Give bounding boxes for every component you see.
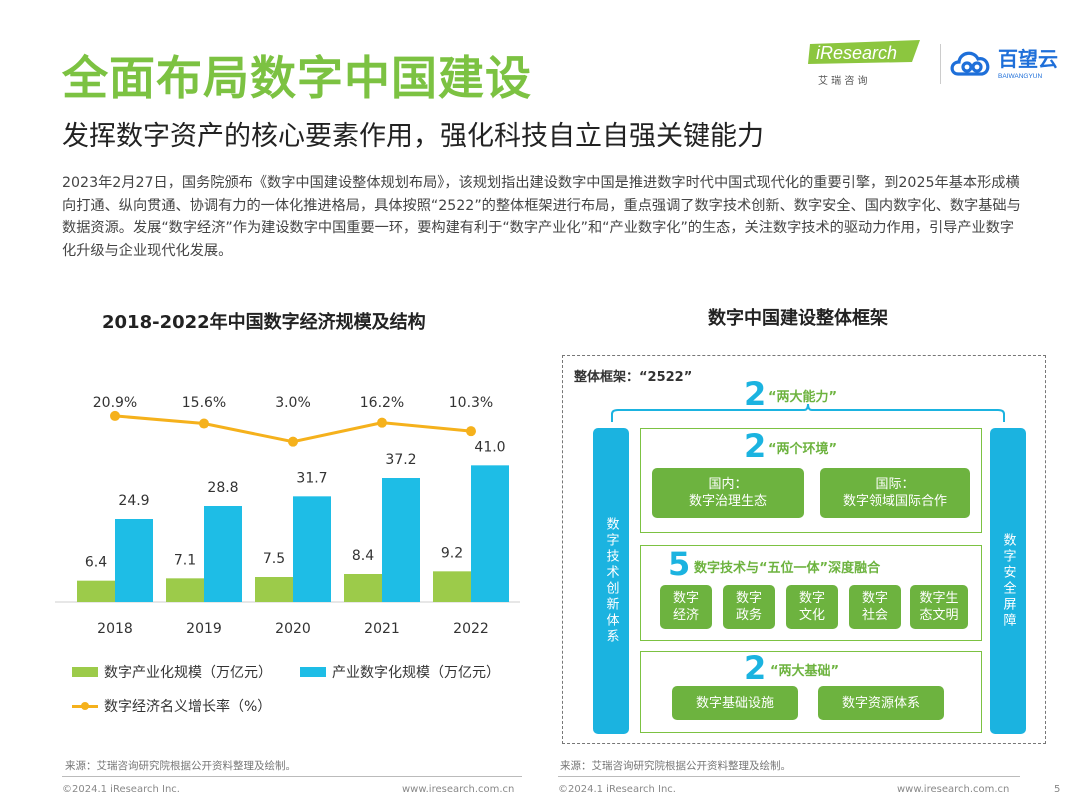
env-domestic-box: 国内： 数字治理生态	[652, 468, 804, 518]
bar-value-label: 7.5	[263, 551, 285, 567]
footer-url-right: www.iresearch.com.cn	[897, 784, 1010, 795]
source-note-right: 来源：艾瑞咨询研究院根据公开资料整理及绘制。	[560, 760, 791, 772]
legend-label: 数字产业化规模（万亿元）	[104, 665, 272, 681]
bar-digitalization	[471, 465, 509, 602]
growth-point	[466, 426, 476, 437]
legend-item-industrialization: 数字产业化规模（万亿元）	[72, 662, 272, 682]
pillar-security: 数字安全屏障	[990, 428, 1026, 734]
framework-box	[562, 355, 1046, 744]
five-item-government: 数字 政务	[723, 585, 775, 629]
bar-value-label: 31.7	[296, 470, 327, 486]
logo-divider	[940, 44, 941, 84]
bar-value-label: 9.2	[441, 545, 463, 561]
growth-value-label: 20.9%	[93, 395, 137, 411]
bar-digitalization	[293, 496, 331, 602]
x-tick-label: 2018	[97, 621, 133, 637]
cloud-icon	[950, 51, 990, 76]
five-item-economy: 数字 经济	[660, 585, 712, 629]
legend-label: 数字经济名义增长率（%）	[104, 699, 272, 715]
legend-swatch-line	[72, 701, 98, 711]
environment-block	[640, 428, 982, 533]
five-item-culture: 数字 文化	[786, 585, 838, 629]
x-tick-label: 2019	[186, 621, 222, 637]
iresearch-logo-text: iResearch	[816, 43, 897, 63]
pillar-label: 数字技术创新体系	[603, 517, 619, 645]
top-bracket	[611, 403, 1005, 422]
pillar-tech-innovation: 数字技术创新体系	[593, 428, 629, 734]
chart-title: 2018-2022年中国数字经济规模及结构	[102, 312, 426, 333]
page-title: 全面布局数字中国建设	[62, 51, 532, 105]
integration-block	[640, 545, 982, 641]
digital-economy-chart: 6.4 24.9 20.9% 7.1 28.8 15.6% 7.5 31.7 3.0% 8.4 37…	[55, 395, 520, 637]
source-note-left: 来源：艾瑞咨询研究院根据公开资料整理及绘制。	[65, 760, 296, 772]
bar-industrialization	[344, 574, 382, 602]
baiwangyun-logo-sub: BAIWANGYUN	[998, 73, 1042, 80]
x-tick-label: 2022	[453, 621, 489, 637]
integration-number: 5	[668, 545, 691, 583]
foundation-data-resources: 数字资源体系	[818, 686, 944, 720]
framework-title: 数字中国建设整体框架	[708, 308, 888, 329]
iresearch-logo: iResearch 艾 瑞 咨 询	[808, 40, 930, 92]
legend-item-digitalization: 产业数字化规模（万亿元）	[300, 662, 500, 682]
intro-paragraph: 2023年2月27日，国务院颁布《数字中国建设整体规划布局》，该规划指出建设数字…	[62, 175, 1021, 259]
foundation-number: 2	[744, 649, 767, 687]
page-number: 5	[1054, 784, 1061, 795]
environment-number: 2	[744, 427, 767, 465]
bar-value-label: 28.8	[207, 480, 238, 496]
framework-label: 整体框架：“2522”	[574, 370, 693, 385]
foundation-infrastructure: 数字基础设施	[672, 686, 798, 720]
growth-point	[377, 417, 387, 428]
legend-item-growth: 数字经济名义增长率（%）	[72, 696, 271, 716]
bar-value-label: 8.4	[352, 548, 374, 564]
growth-value-label: 3.0%	[275, 395, 311, 411]
growth-point	[288, 436, 298, 447]
bar-industrialization	[166, 578, 204, 602]
baiwangyun-logo-text: 百望云	[998, 47, 1058, 71]
footer-url-left: www.iresearch.com.cn	[402, 784, 515, 795]
legend-swatch-blue	[300, 667, 326, 677]
five-item-society: 数字 社会	[849, 585, 901, 629]
bar-industrialization	[433, 571, 471, 602]
capability-number: 2	[744, 375, 767, 413]
foundation-block	[640, 651, 982, 733]
five-item-ecology: 数字生 态文明	[910, 585, 968, 629]
bar-digitalization	[115, 519, 153, 602]
x-tick-label: 2021	[364, 621, 400, 637]
bar-industrialization	[255, 577, 293, 602]
environment-label: “两个环境”	[768, 442, 838, 457]
footer-copyright-left: ©2024.1 iResearch Inc.	[62, 784, 180, 795]
bar-industrialization	[77, 580, 115, 602]
pillar-label: 数字安全屏障	[1000, 533, 1016, 629]
bar-value-label: 7.1	[174, 552, 196, 568]
footer-divider-right	[558, 776, 1020, 777]
growth-point	[110, 410, 120, 421]
capability-label: “两大能力”	[768, 390, 838, 405]
iresearch-logo-cn: 艾 瑞 咨 询	[818, 74, 868, 87]
bar-value-label: 37.2	[385, 452, 416, 468]
legend-swatch-green	[72, 667, 98, 677]
growth-value-label: 15.6%	[182, 395, 226, 411]
env-international-box: 国际： 数字领域国际合作	[820, 468, 970, 518]
legend-label: 产业数字化规模（万亿元）	[332, 665, 500, 681]
page-subtitle: 发挥数字资产的核心要素作用，强化科技自立自强关键能力	[62, 121, 764, 152]
bar-value-label: 24.9	[118, 493, 149, 509]
growth-point	[199, 418, 209, 429]
footer-copyright-right: ©2024.1 iResearch Inc.	[558, 784, 676, 795]
bar-value-label: 41.0	[474, 439, 505, 455]
bar-value-label: 6.4	[85, 555, 107, 571]
baiwangyun-logo: 百望云 BAIWANGYUN	[950, 42, 1070, 82]
bar-digitalization	[382, 478, 420, 602]
growth-value-label: 10.3%	[449, 395, 493, 411]
growth-value-label: 16.2%	[360, 395, 404, 411]
footer-divider-left	[62, 776, 522, 777]
foundation-label: “两大基础”	[770, 664, 840, 679]
x-tick-label: 2020	[275, 621, 311, 637]
integration-label: 数字技术与“五位一体”深度融合	[694, 561, 881, 576]
bar-digitalization	[204, 506, 242, 602]
